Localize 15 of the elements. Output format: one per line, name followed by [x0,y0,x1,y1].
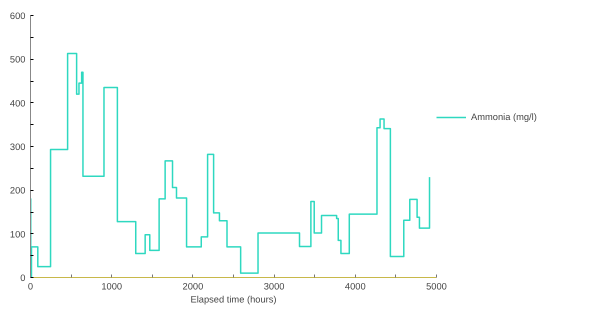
legend-label: Ammonia (mg/l) [471,112,537,122]
x-tick-label: 1000 [101,282,122,292]
y-tick-label: 300 [10,142,26,152]
y-tick-label: 200 [10,186,26,196]
x-axis-title: Elapsed time (hours) [190,294,277,304]
x-tick-label: 3000 [264,282,284,292]
x-tick-label: 4000 [344,282,366,292]
y-tick-label: 500 [10,54,26,65]
x-tick-label: 0 [28,282,34,292]
y-tick-label: 0 [20,273,26,283]
y-tick-label: 100 [10,229,26,240]
x-tick-label: 2000 [182,282,204,292]
y-tick-label: 400 [10,98,26,108]
x-tick-label: 5000 [426,282,447,292]
y-tick-label: 600 [10,11,26,21]
